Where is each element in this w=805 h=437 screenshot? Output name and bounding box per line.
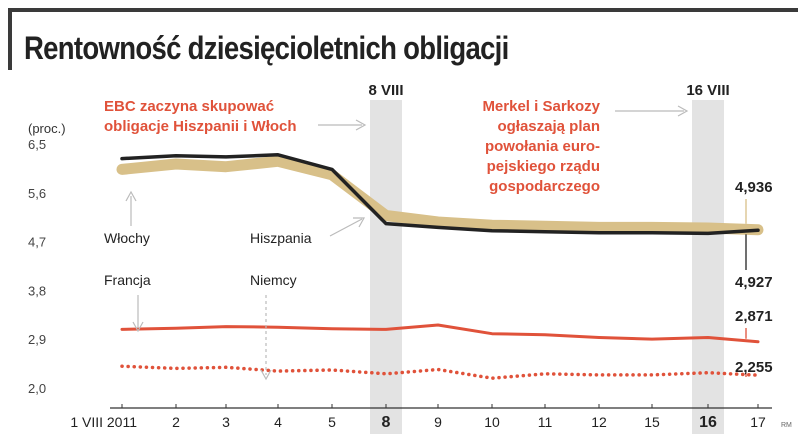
x-tick-label: 5 [328,414,336,430]
chart-title: Rentowność dziesięcioletnich obligacji [24,30,509,66]
x-tick-label: 15 [644,414,660,430]
y-tick-label: 4,7 [28,235,46,250]
series-line-francja [120,323,760,344]
x-tick-label: 17 [750,414,766,430]
x-tick-label: 16 [699,414,717,431]
x-tick-label: 3 [222,414,230,430]
highlight-band-8 [370,100,402,434]
x-tick-label: 8 [382,414,391,431]
x-tick-label: 10 [484,414,500,430]
annotation-merkel-line: Merkel i Sarkozy [482,98,600,115]
x-tick-label: 11 [538,414,553,430]
series-label-wlochy: Włochy [104,230,150,246]
y-tick-label: 5,6 [28,186,46,201]
series-label-niemcy: Niemcy [250,272,297,288]
x-tick-label: 2 [172,414,180,430]
x-tick-label: 12 [591,414,607,430]
series-label-hiszpania: Hiszpania [250,230,312,246]
y-tick-label: 2,9 [28,332,46,347]
y-axis-label: (proc.) [28,121,66,136]
series-label-pointer [329,218,363,237]
value-label-francja: 2,871 [735,308,773,325]
x-tick-label: 9 [434,414,442,430]
value-label-hiszpania: 4,936 [735,179,773,196]
series-label-arrowhead [260,369,272,381]
x-tick-label: 1 VIII 2011 [70,414,137,430]
series-label-arrowhead [125,190,137,202]
series-label-arrowhead [353,217,366,228]
value-label-włochy: 4,927 [735,274,773,291]
y-tick-label: 2,0 [28,381,46,396]
highlight-band-label: 8 VIII [368,82,403,99]
frame-left-rule [8,8,12,70]
annotation-ebc-line: obligacje Hiszpanii i Włoch [104,118,297,135]
annotation-merkel-line: powołania euro- [485,138,600,155]
annotation-merkel-line: pejskiego rządu [487,158,600,175]
highlight-band-label: 16 VIII [686,82,729,99]
frame-top-rule [8,8,798,12]
annotation-merkel-line: ogłaszają plan [497,118,600,135]
series-label-francja: Francja [104,272,151,288]
series-label-arrowhead [132,321,144,333]
series-line-włochy [120,153,760,236]
series-line-hiszpania [116,155,764,236]
value-label-niemcy: 2,255 [735,359,773,376]
y-tick-label: 3,8 [28,283,46,298]
annotation-merkel-line: gospodarczego [489,178,600,195]
credit-text: RM [781,422,792,429]
highlight-band-16 [692,100,724,434]
y-tick-label: 6,5 [28,137,46,152]
series-line-niemcy [120,364,760,380]
annotation-ebc-line: EBC zaczyna skupować [104,98,274,115]
x-tick-label: 4 [274,414,282,430]
annotation-arrowhead [677,105,689,117]
annotation-arrowhead [355,119,367,131]
